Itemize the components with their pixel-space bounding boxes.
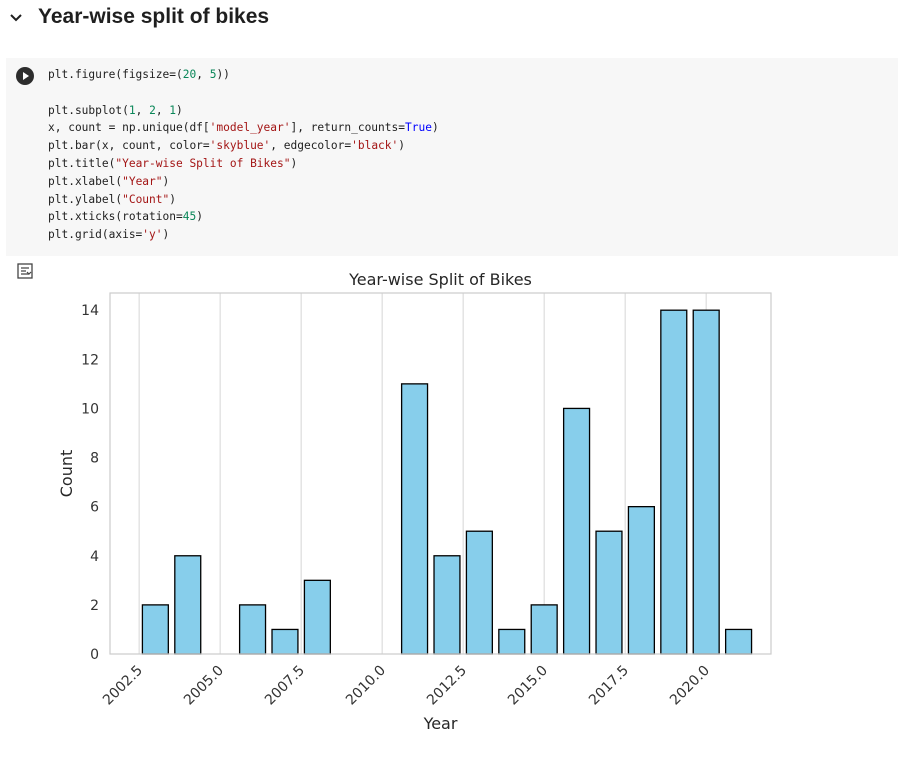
code-token: ,: [135, 103, 150, 117]
code-line: plt.grid(axis='y'): [48, 226, 439, 244]
y-axis-label: Count: [57, 450, 76, 498]
code-token: plt.ylabel(: [48, 192, 123, 206]
code-token: plt.figure(figsize=(: [48, 68, 183, 81]
code-token: plt.bar(x, count, color=: [48, 139, 210, 153]
code-token: ): [290, 156, 298, 170]
code-token: )): [216, 68, 230, 81]
code-line: plt.ylabel("Count"): [48, 191, 439, 209]
code-line: [48, 84, 439, 102]
x-tick-label: 2012.5: [424, 663, 470, 709]
code-token: plt.xticks(rotation=: [48, 210, 183, 224]
code-token: 'black': [351, 139, 399, 153]
code-token: 'y': [142, 228, 163, 242]
x-tick-label: 2007.5: [262, 663, 308, 709]
code-token: x, count = np.unique(df[: [48, 121, 210, 135]
chart-title: Year-wise Split of Bikes: [348, 270, 532, 289]
bar: [400, 383, 429, 655]
code-token: plt.grid(axis=: [48, 228, 143, 242]
code-token: ): [398, 139, 406, 153]
section-header: Year-wise split of bikes: [0, 0, 898, 40]
bar: [595, 530, 623, 655]
play-icon: [23, 72, 29, 80]
code-token: 2: [149, 103, 156, 117]
x-tick-label: 2020.0: [667, 663, 713, 709]
code-token: 1: [169, 103, 177, 117]
y-tick-label: 2: [90, 598, 99, 614]
code-token: ,: [196, 68, 210, 81]
x-tick-label: 2002.5: [100, 663, 146, 709]
bar: [724, 628, 753, 655]
bar: [238, 604, 267, 655]
code-line: plt.bar(x, count, color='skyblue', edgec…: [48, 137, 439, 155]
x-tick-label: 2017.5: [586, 663, 632, 709]
code-token: plt.subplot(: [48, 103, 129, 117]
bar: [465, 530, 493, 655]
bar: [174, 555, 202, 655]
code-token: 45: [182, 210, 197, 224]
bar: [692, 309, 720, 655]
x-tick-label: 2005.0: [181, 663, 227, 709]
chevron-down-icon[interactable]: [8, 10, 24, 26]
output-toggle-icon[interactable]: [16, 262, 34, 280]
bar: [627, 506, 656, 655]
bar: [433, 555, 461, 655]
code-token: 'model_year': [209, 121, 291, 135]
y-tick-label: 8: [90, 451, 99, 467]
code-token: ): [169, 192, 176, 206]
code-token: ], return_counts=: [290, 121, 405, 135]
bar: [271, 628, 299, 655]
code-token: 5: [209, 68, 217, 81]
code-line: plt.title("Year-wise Split of Bikes"): [48, 155, 439, 173]
code-token: True: [405, 121, 432, 135]
bar: [660, 309, 688, 655]
y-tick-label: 12: [81, 352, 99, 368]
bar: [530, 604, 558, 655]
code-token: ): [196, 210, 203, 224]
code-line: plt.figure(figsize=(20, 5)): [48, 66, 439, 84]
code-token: ): [162, 174, 170, 188]
y-tick-label: 14: [81, 303, 99, 319]
bar: [498, 628, 526, 655]
bar-chart: 0 2 4 6 8 10 12 14 2002.5 2005.0 2007.5 2010.0 2012.…: [57, 270, 772, 733]
code-token: "Year-wise Split of Bikes": [115, 156, 291, 170]
y-tick-label: 10: [81, 401, 99, 417]
run-cell-button[interactable]: [16, 67, 34, 85]
code-token: 1: [128, 103, 136, 117]
x-tick-label: 2010.0: [343, 663, 389, 709]
code-token: plt.xlabel(: [48, 174, 123, 188]
y-tick-label: 6: [90, 500, 99, 516]
code-token: 20: [182, 68, 197, 81]
code-line: plt.subplot(1, 2, 1): [48, 102, 439, 120]
code-token: 'skyblue': [209, 139, 271, 153]
bar: [141, 604, 169, 655]
code-line: x, count = np.unique(df['model_year'], r…: [48, 119, 439, 137]
y-tick-label: 4: [90, 549, 99, 565]
axes-frame: [109, 292, 772, 655]
x-tick-label: 2015.0: [505, 663, 551, 709]
section-title: Year-wise split of bikes: [38, 5, 270, 28]
code-token: "Year": [122, 174, 163, 188]
code-token: ): [162, 228, 170, 242]
y-tick-label: 0: [90, 647, 99, 663]
code-token: ,: [155, 103, 170, 117]
code-line: plt.xlabel("Year"): [48, 173, 439, 191]
code-token: ): [431, 121, 439, 135]
bar: [562, 407, 591, 655]
code-token: "Count": [122, 192, 170, 206]
code-token: , edgecolor=: [270, 139, 352, 153]
code-cell[interactable]: plt.figure(figsize=(20, 5)) plt.subplot(1…: [6, 58, 898, 256]
code-editor[interactable]: plt.figure(figsize=(20, 5)) plt.subplot(1…: [48, 66, 439, 244]
x-axis-label: Year: [423, 714, 458, 733]
code-token: ): [176, 103, 183, 117]
code-token: plt.title(: [48, 156, 116, 170]
code-line: plt.xticks(rotation=45): [48, 208, 439, 226]
bar: [303, 579, 331, 655]
